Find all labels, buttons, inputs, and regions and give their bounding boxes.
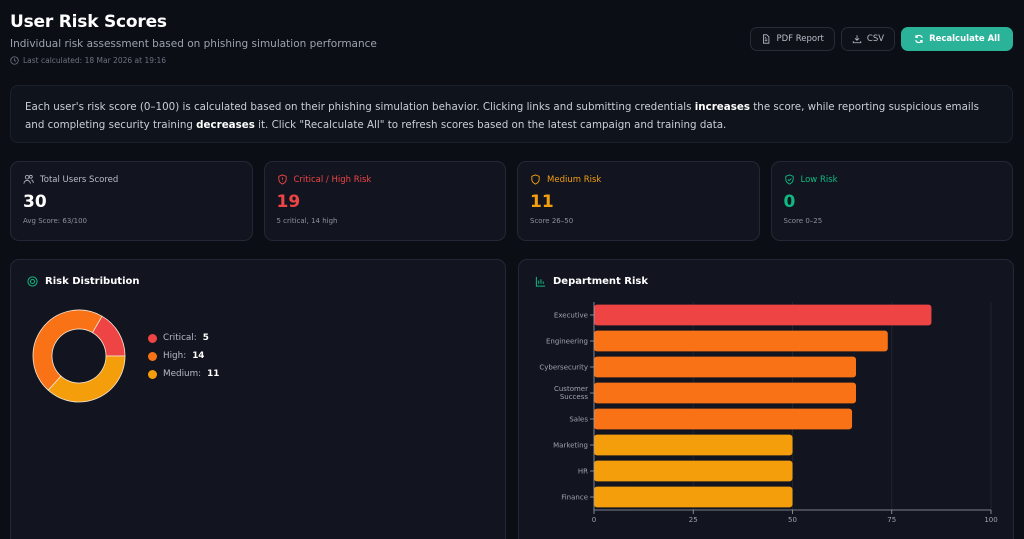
legend-value: 5 [202, 333, 209, 343]
bar-sales[interactable] [594, 408, 853, 430]
legend-label: High: [163, 351, 187, 361]
stat-card-total-users: Total Users Scored 30 Avg Score: 63/100 [10, 161, 253, 241]
bar-engineering[interactable] [594, 330, 888, 352]
y-tick-label: Engineering [546, 338, 588, 346]
y-tick-label: HR [578, 468, 588, 476]
bar-executive[interactable] [594, 304, 932, 326]
y-tick-label: Executive [554, 312, 588, 320]
bar-chart-icon [535, 276, 546, 287]
y-tick-label: Cybersecurity [539, 364, 588, 372]
stat-card-medium: Medium Risk 11 Score 26–50 [517, 161, 760, 241]
globe-icon [27, 276, 38, 287]
y-tick-label: Success [560, 393, 589, 401]
refresh-icon [915, 34, 923, 44]
info-bold-decreases: decreases [196, 119, 255, 131]
legend-item-critical: Critical: 5 [148, 329, 219, 347]
info-banner: Each user's risk score (0–100) is calcul… [10, 85, 1013, 143]
csv-label: CSV [866, 34, 885, 44]
x-tick-label: 75 [887, 516, 896, 524]
x-tick-label: 100 [984, 516, 997, 524]
donut-slice-medium[interactable] [47, 355, 126, 403]
legend-item-medium: Medium: 11 [148, 365, 219, 383]
recalculate-all-button[interactable]: Recalculate All [901, 27, 1013, 51]
legend-dot [148, 333, 157, 343]
panel-title-text: Department Risk [553, 276, 649, 287]
last-calculated-text: Last calculated: 18 Mar 2026 at 19:16 [23, 56, 167, 65]
bar-marketing[interactable] [594, 434, 793, 456]
legend-dot [148, 369, 157, 379]
stat-subtext: Score 0–25 [783, 217, 823, 225]
page-subtitle: Individual risk assessment based on phis… [10, 38, 377, 50]
department-risk-panel: Department Risk Executive Engineering Cybe… [518, 259, 1014, 539]
csv-button[interactable]: CSV [840, 27, 896, 51]
file-text-icon [763, 34, 770, 44]
risk-donut-chart [32, 309, 126, 403]
download-icon [852, 35, 862, 44]
legend-value: 14 [192, 351, 205, 361]
shield-icon [531, 174, 540, 185]
risk-legend: Critical: 5 High: 14 Medium: 11 [148, 329, 219, 383]
y-tick-label: Customer [554, 385, 588, 393]
shield-check-icon [784, 174, 794, 185]
bar-finance[interactable] [594, 486, 793, 508]
risk-distribution-title: Risk Distribution [27, 276, 140, 287]
department-risk-title: Department Risk [535, 276, 648, 287]
legend-item-high: High: 14 [148, 347, 219, 365]
stat-subtext: Avg Score: 63/100 [23, 217, 88, 225]
info-bold-increases: increases [694, 101, 750, 113]
page-header: User Risk Scores Individual risk assessm… [10, 12, 377, 65]
stat-value: 11 [530, 192, 554, 212]
stat-label: Medium Risk [547, 174, 602, 185]
page-title: User Risk Scores [10, 12, 167, 32]
legend-label: Critical: [163, 333, 197, 343]
y-tick-label: Marketing [553, 442, 588, 450]
department-bar-chart: Executive Engineering Cybersecurity Custome… [539, 302, 998, 524]
stat-card-critical-high: Critical / High Risk 19 5 critical, 14 h… [263, 161, 506, 241]
x-tick-label: 50 [788, 516, 797, 524]
stat-value: 0 [783, 192, 796, 212]
users-icon [23, 174, 34, 184]
info-text: the score, while reporting suspicious em… [25, 101, 979, 131]
x-tick-label: 0 [592, 516, 596, 524]
stats-row: Total Users Scored 30 Avg Score: 63/100 … [10, 161, 1013, 241]
legend-dot [148, 351, 157, 361]
donut-slice-high[interactable] [32, 309, 103, 391]
recalculate-label: Recalculate All [929, 34, 1000, 44]
stat-value: 19 [276, 192, 301, 212]
x-tick-label: 25 [689, 516, 698, 524]
legend-value: 11 [207, 369, 220, 379]
header-actions: PDF Report CSV Recalculate All [750, 27, 1013, 51]
shield-alert-icon [277, 174, 287, 185]
stat-subtext: Score 26–50 [530, 217, 574, 225]
info-text: Each user's risk score (0–100) is calcul… [25, 101, 695, 113]
bar-hr[interactable] [594, 460, 793, 482]
stat-label: Low Risk [800, 174, 838, 185]
bar-cybersecurity[interactable] [594, 356, 857, 378]
panel-title-text: Risk Distribution [45, 276, 140, 287]
stat-subtext: 5 critical, 14 high [276, 217, 338, 225]
last-calculated: Last calculated: 18 Mar 2026 at 19:16 [10, 56, 377, 65]
legend-label: Medium: [163, 369, 202, 379]
pdf-report-label: PDF Report [776, 34, 824, 44]
pdf-report-button[interactable]: PDF Report [750, 27, 835, 51]
y-tick-label: Sales [569, 416, 588, 424]
stat-value: 30 [23, 192, 47, 212]
info-text: it. Click "Recalculate All" to refresh s… [254, 119, 727, 131]
stat-label: Total Users Scored [40, 174, 119, 185]
stat-card-low: Low Risk 0 Score 0–25 [770, 161, 1013, 241]
risk-distribution-panel: Risk Distribution Critical: 5 High: 14 Med… [10, 259, 506, 539]
y-tick-label: Finance [561, 494, 588, 502]
bar-customer-success[interactable] [594, 382, 857, 404]
clock-icon [10, 56, 19, 65]
stat-label: Critical / High Risk [293, 174, 372, 185]
